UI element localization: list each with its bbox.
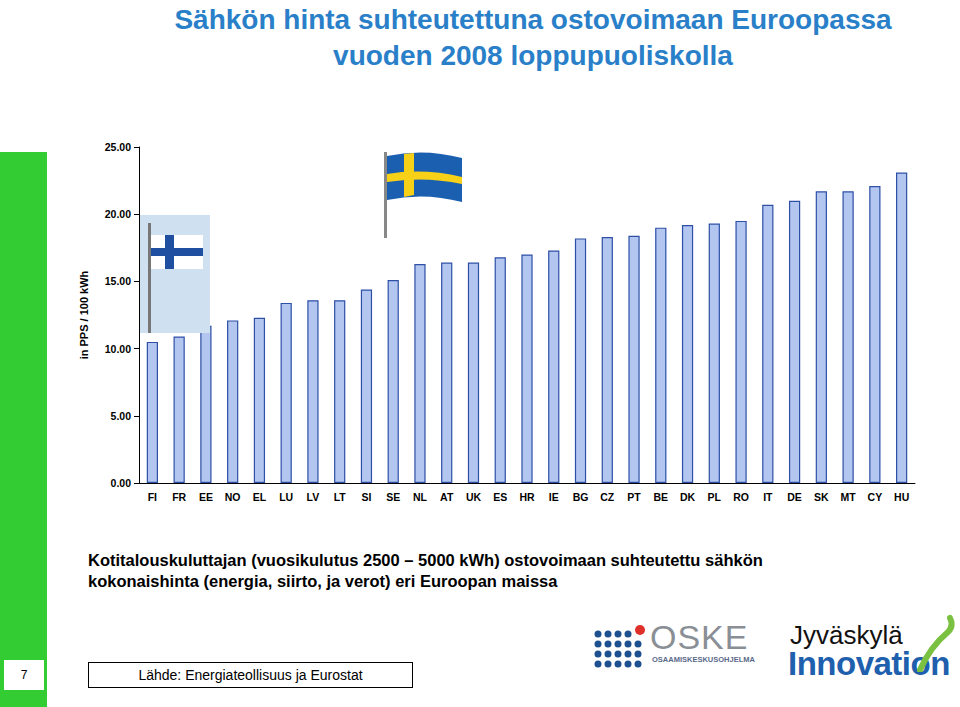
svg-text:SK: SK: [814, 491, 829, 503]
svg-text:in PPS / 100 kWh: in PPS / 100 kWh: [78, 270, 90, 359]
svg-text:IT: IT: [763, 491, 773, 503]
svg-text:LU: LU: [279, 491, 293, 503]
svg-text:MT: MT: [841, 491, 857, 503]
svg-text:HR: HR: [519, 491, 535, 503]
svg-text:AT: AT: [440, 491, 454, 503]
svg-text:0.00: 0.00: [111, 477, 132, 489]
svg-text:5.00: 5.00: [111, 410, 132, 422]
svg-text:LT: LT: [334, 491, 347, 503]
svg-text:CZ: CZ: [600, 491, 615, 503]
html-text:Sähkön hinta suhteutettuna ost: Sähkön hinta suhteutettuna ostovoimaan E…: [174, 4, 892, 71]
html-text:OSKE: OSKE: [650, 618, 749, 656]
svg-text:DK: DK: [680, 491, 696, 503]
svg-text:SE: SE: [386, 491, 400, 503]
svg-text:SI: SI: [361, 491, 371, 503]
svg-text:EE: EE: [199, 491, 213, 503]
svg-text:PT: PT: [627, 491, 641, 503]
svg-text:NO: NO: [225, 491, 241, 503]
svg-text:15.00: 15.00: [105, 275, 131, 287]
svg-text:BE: BE: [653, 491, 668, 503]
svg-text:DE: DE: [787, 491, 802, 503]
svg-text:RO: RO: [733, 491, 749, 503]
svg-text:10.00: 10.00: [105, 343, 131, 355]
html-text:Innovation: Innovation: [788, 645, 950, 682]
svg-text:HU: HU: [894, 491, 909, 503]
html-text:Kotitalouskuluttajan (vuosikul: Kotitalouskuluttajan (vuosikulutus 2500 …: [88, 551, 763, 590]
svg-text:20.00: 20.00: [105, 208, 131, 220]
svg-text:LV: LV: [307, 491, 320, 503]
svg-text:FI: FI: [148, 491, 157, 503]
svg-text:PL: PL: [708, 491, 722, 503]
svg-text:25.00: 25.00: [105, 141, 131, 153]
svg-text:CY: CY: [868, 491, 883, 503]
svg-text:FR: FR: [172, 491, 186, 503]
svg-text:IE: IE: [549, 491, 559, 503]
svg-text:BG: BG: [573, 491, 589, 503]
svg-text:ES: ES: [493, 491, 507, 503]
svg-text:EL: EL: [253, 491, 267, 503]
svg-text:UK: UK: [466, 491, 482, 503]
html-text:OSAAMISKESKUSOHJELMA: OSAAMISKESKUSOHJELMA: [652, 655, 755, 664]
html-text:Lähde: Energiateollisuus ja Eu: Lähde: Energiateollisuus ja Eurostat: [138, 667, 363, 683]
html-text:Jyväskylä: Jyväskylä: [790, 620, 903, 650]
svg-text:NL: NL: [413, 491, 428, 503]
html-text:7: 7: [20, 668, 28, 682]
